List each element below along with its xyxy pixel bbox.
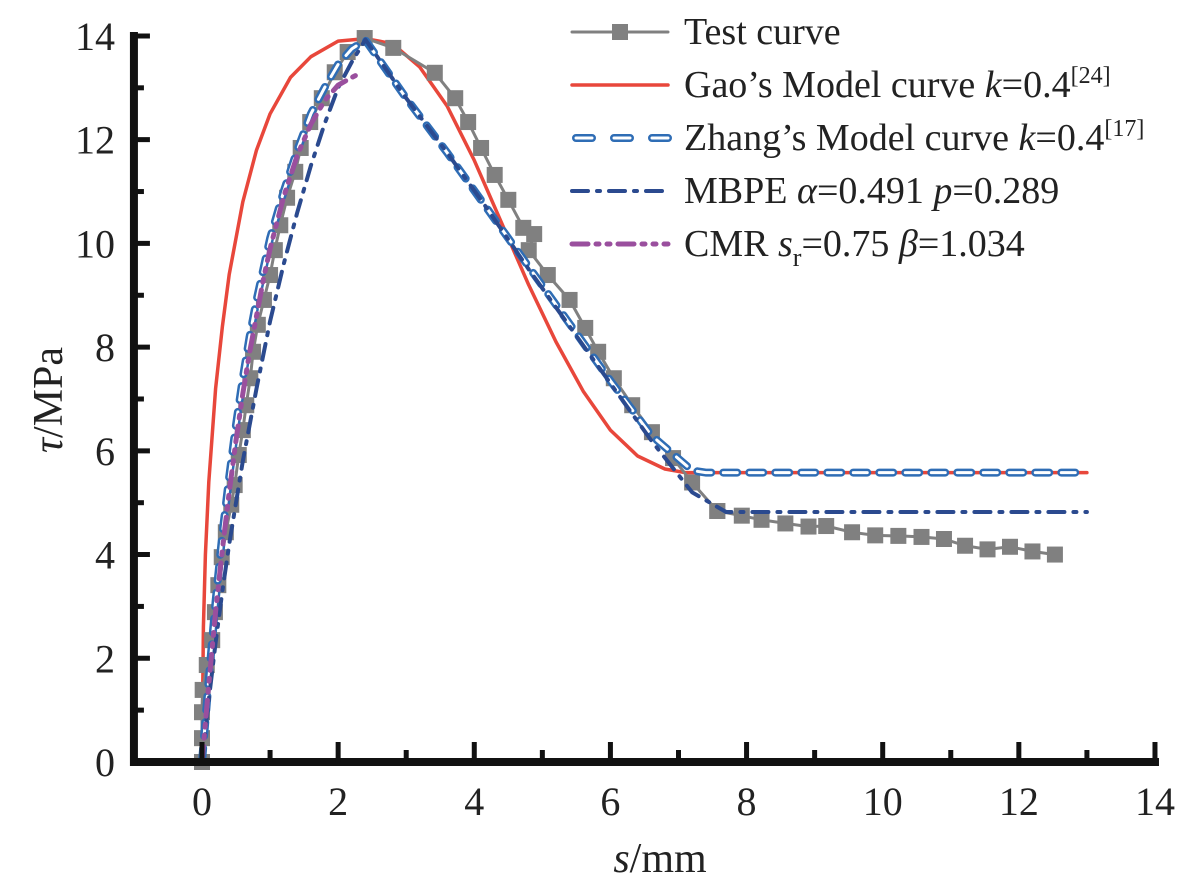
x-tick-label: 2 <box>328 779 348 824</box>
legend-label-main: MBPE <box>684 170 797 212</box>
plot-series <box>194 30 1091 770</box>
test-curve-point <box>1024 543 1041 560</box>
legend-label-main: Zhang’s Model curve <box>684 117 1019 159</box>
legend-label-sub: r <box>793 243 802 272</box>
x-axis-unit: /mm <box>630 836 707 882</box>
test-curve-point <box>818 518 835 535</box>
legend-label-rest2: =1.034 <box>918 223 1025 265</box>
legend-label-italic2: p <box>930 170 952 212</box>
x-tick-label: 12 <box>999 779 1039 824</box>
series-mbpe-0-491-p-0-289 <box>200 37 1089 764</box>
legend-label-sup: [24] <box>1071 63 1111 89</box>
test-curve-point <box>800 518 817 535</box>
x-tick-label: 0 <box>192 779 212 824</box>
test-curve-point <box>733 507 750 524</box>
y-tick-label: 12 <box>75 118 115 163</box>
test-curve-point <box>1046 546 1063 563</box>
test-curve-point <box>385 39 402 56</box>
legend-label-main: Test curve <box>684 11 841 53</box>
x-tick-label: 4 <box>464 779 484 824</box>
series-cmr-sr-0-75-1-034-line <box>199 69 365 765</box>
y-tick-label: 10 <box>75 221 115 266</box>
x-axis-var: s <box>613 836 629 882</box>
legend-item: CMR sr=0.75 β=1.034 <box>569 223 1025 272</box>
series-cmr-sr-0-75-1-034 <box>199 69 365 765</box>
x-axis-title: s/mm <box>613 836 707 882</box>
test-curve-point <box>447 90 464 107</box>
test-curve-point <box>957 537 974 554</box>
test-curve-point <box>460 114 477 131</box>
y-tick-label: 4 <box>95 533 115 578</box>
legend-label-rest: =0.4 <box>1002 64 1071 106</box>
legend-label: Test curve <box>684 11 841 53</box>
x-tick-label: 10 <box>863 779 903 824</box>
test-curve-point <box>539 267 556 284</box>
legend-item: Gao’s Model curve k=0.4[24] <box>570 63 1111 106</box>
test-curve-point <box>526 226 543 243</box>
legend-label-rest: =0.4 <box>1035 117 1104 159</box>
series-mbpe-0-491-p-0-289-line <box>200 37 1089 764</box>
test-curve-point <box>890 527 907 544</box>
y-tick-label: 6 <box>95 429 115 474</box>
legend-label-sup: [17] <box>1104 116 1144 142</box>
axes: 0 2 4 6 8 10 12 14 0 2 4 6 8 10 12 14 <box>75 14 1175 824</box>
test-curve-point <box>979 541 996 558</box>
y-ticks: 0 2 4 6 8 10 12 14 <box>75 14 150 785</box>
legend-label: Gao’s Model curve k=0.4[24] <box>684 63 1111 106</box>
test-curve-point <box>935 531 952 548</box>
legend-label-main: Gao’s Model curve <box>684 64 985 106</box>
legend-label: Zhang’s Model curve k=0.4[17] <box>684 116 1144 159</box>
x-tick-label: 8 <box>737 779 757 824</box>
y-tick-label: 2 <box>95 636 115 681</box>
x-tick-label: 6 <box>600 779 620 824</box>
legend-label-rest2: =0.289 <box>952 170 1059 212</box>
y-axis-var: τ <box>26 436 72 453</box>
series-zhang-s-model-curve-k-0-4-17-line-inner <box>200 38 1089 764</box>
legend-item: Test curve <box>570 11 841 53</box>
test-curve-point <box>561 291 578 308</box>
legend-label-italic: s <box>778 223 793 265</box>
test-curve-point <box>500 191 517 208</box>
test-curve-point <box>913 528 930 545</box>
legend-item: Zhang’s Model curve k=0.4[17] <box>572 116 1144 159</box>
y-tick-label: 0 <box>95 740 115 785</box>
test-curve-point <box>753 511 770 528</box>
y-axis-unit: /MPa <box>26 347 72 438</box>
test-curve-point <box>486 166 503 183</box>
test-curve-point <box>777 515 794 532</box>
series-zhang-s-model-curve-k-0-4-17 <box>198 36 1091 766</box>
test-curve-point <box>520 242 537 259</box>
test-curve-point <box>1001 538 1018 555</box>
legend-label-italic: α <box>797 170 818 212</box>
test-curve-point <box>473 139 490 156</box>
legend-label-rest: =0.491 <box>817 170 933 212</box>
test-curve-point <box>867 527 884 544</box>
legend-item: MBPE α=0.491 p=0.289 <box>570 170 1059 212</box>
x-tick-label: 14 <box>1135 779 1175 824</box>
y-tick-label: 14 <box>75 14 115 59</box>
y-tick-label: 8 <box>95 325 115 370</box>
legend-label-italic: k <box>985 64 1003 106</box>
test-curve-point <box>577 319 594 336</box>
test-curve-point <box>844 524 861 541</box>
legend-label-rest: =0.75 <box>801 223 898 265</box>
legend-label-italic: k <box>1019 117 1037 159</box>
legend-label: MBPE α=0.491 p=0.289 <box>684 170 1059 212</box>
legend-label-main: CMR <box>684 223 778 265</box>
legend-label: CMR sr=0.75 β=1.034 <box>684 223 1025 272</box>
test-curve-point <box>426 64 443 81</box>
legend-marker <box>612 24 628 40</box>
x-ticks: 0 2 4 6 8 10 12 14 <box>192 742 1175 824</box>
y-axis-title: τ/MPa <box>26 347 72 453</box>
legend-label-italic2: β <box>898 223 918 265</box>
